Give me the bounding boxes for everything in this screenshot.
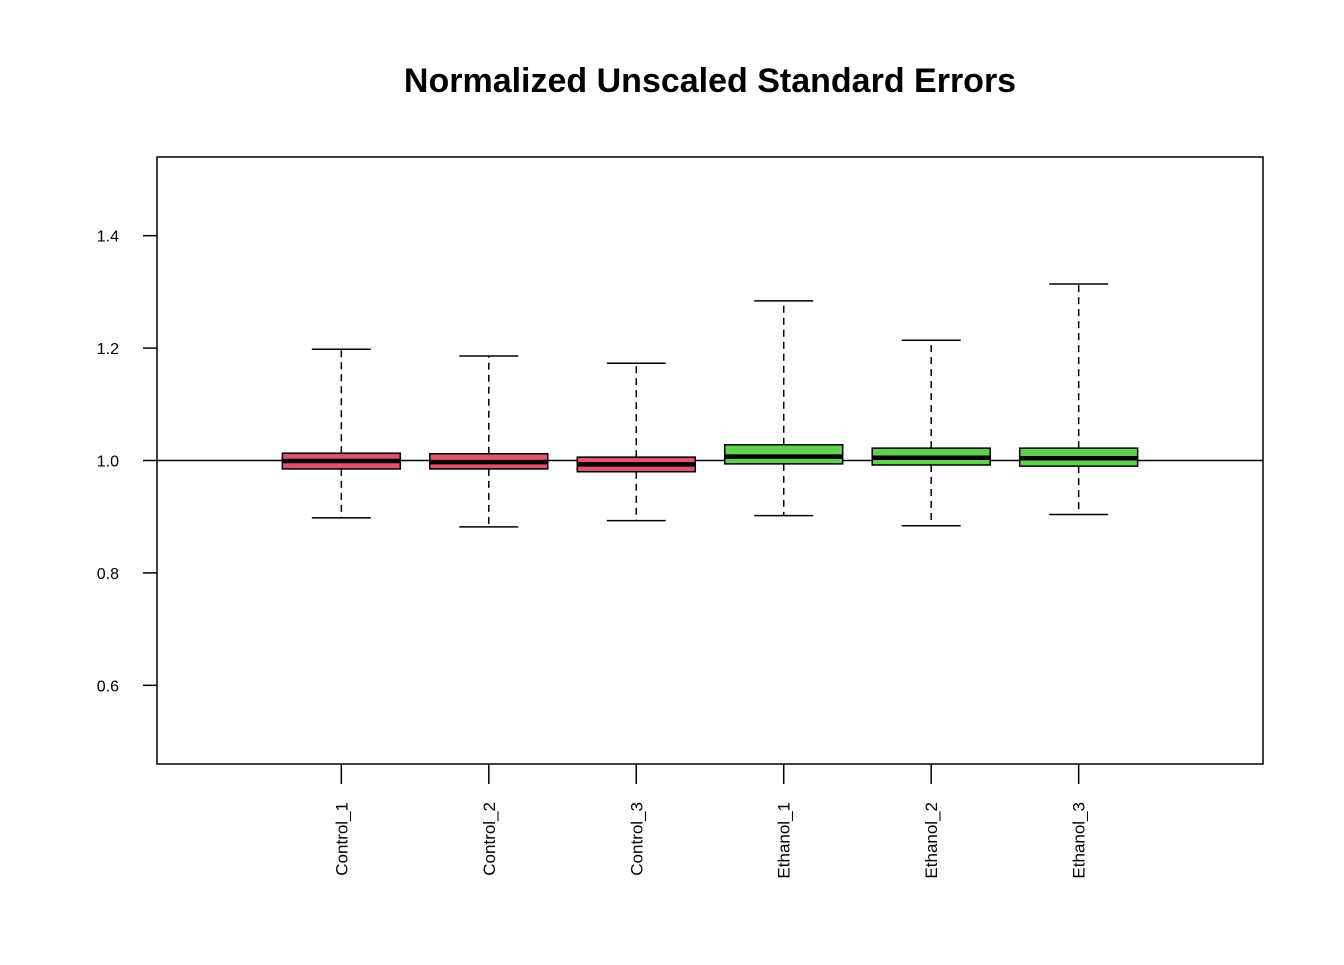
x-tick-label: Control_1 (332, 802, 351, 876)
x-axis: Control_1 Control_2 Control_3 Ethanol_1 Etha… (332, 764, 1089, 879)
y-tick-label: 1.2 (97, 341, 119, 358)
x-tick-label: Ethanol_1 (775, 802, 794, 879)
box-ethanol-3 (1018, 283, 1139, 516)
x-tick-label: Control_2 (480, 802, 499, 876)
x-tick-label: Ethanol_2 (922, 802, 941, 879)
box-control-1 (281, 348, 402, 519)
y-tick-label: 1.0 (97, 454, 119, 471)
x-tick-label: Control_3 (627, 802, 646, 876)
box-ethanol-1 (723, 300, 844, 517)
y-tick-label: 1.4 (97, 229, 119, 246)
x-tick-label: Ethanol_3 (1070, 802, 1089, 879)
y-tick-label: 0.6 (97, 678, 119, 695)
y-axis: 0.6 0.8 1.0 1.2 1.4 (97, 229, 157, 695)
y-tick-label: 0.8 (97, 566, 119, 583)
box-control-3 (576, 362, 697, 522)
box-control-2 (429, 355, 549, 528)
box-ethanol-2 (871, 339, 991, 527)
boxes-layer (281, 283, 1139, 528)
chart-title: Normalized Unscaled Standard Errors (404, 62, 1016, 100)
